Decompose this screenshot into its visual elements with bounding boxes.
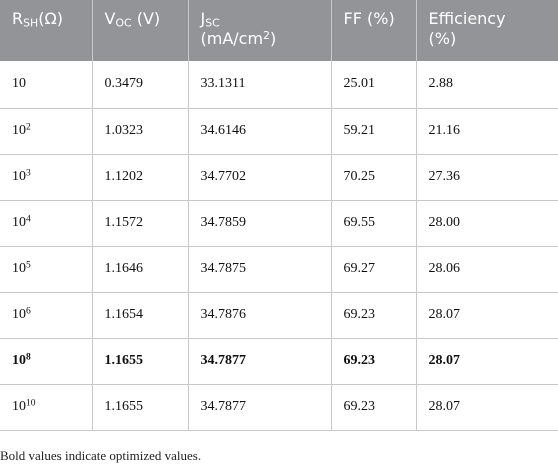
cell-efficiency: 28.07 xyxy=(416,292,558,339)
header-efficiency: Efficiency (%) xyxy=(416,0,558,61)
cell-efficiency: 27.36 xyxy=(416,154,558,201)
cell-ff: 69.27 xyxy=(331,246,417,293)
cell-rsh: 104 xyxy=(0,200,93,247)
cell-rsh: 105 xyxy=(0,246,93,293)
cell-jsc: 34.7877 xyxy=(188,384,332,431)
cell-jsc: 34.7876 xyxy=(188,292,332,339)
cell-voc: 1.1572 xyxy=(92,200,189,247)
cell-voc: 1.1655 xyxy=(92,384,189,431)
cell-rsh: 10 xyxy=(0,61,93,109)
cell-jsc: 34.7702 xyxy=(188,154,332,201)
header-row: RSH(Ω) VOC (V) JSC (mA/cm2) FF (%) Effici… xyxy=(0,0,558,61)
cell-voc: 1.1654 xyxy=(92,292,189,339)
table-row-optimized: 108 1.1655 34.7877 69.23 28.07 xyxy=(0,338,558,385)
cell-efficiency: 2.88 xyxy=(416,61,558,109)
cell-jsc: 34.6146 xyxy=(188,108,332,155)
cell-voc: 1.0323 xyxy=(92,108,189,155)
cell-rsh: 108 xyxy=(0,338,93,385)
cell-ff: 69.23 xyxy=(331,338,417,385)
table-row: 1010 1.1655 34.7877 69.23 28.07 xyxy=(0,384,558,431)
cell-jsc: 33.1311 xyxy=(188,61,332,109)
cell-voc: 0.3479 xyxy=(92,61,189,109)
cell-efficiency: 28.07 xyxy=(416,384,558,431)
cell-ff: 69.23 xyxy=(331,384,417,431)
cell-voc: 1.1646 xyxy=(92,246,189,293)
header-ff: FF (%) xyxy=(331,0,417,61)
table-row: 106 1.1654 34.7876 69.23 28.07 xyxy=(0,292,558,339)
table-row: 102 1.0323 34.6146 59.21 21.16 xyxy=(0,108,558,155)
cell-ff: 25.01 xyxy=(331,61,417,109)
cell-efficiency: 28.00 xyxy=(416,200,558,247)
cell-rsh: 1010 xyxy=(0,384,93,431)
header-jsc: JSC (mA/cm2) xyxy=(188,0,332,61)
cell-voc: 1.1202 xyxy=(92,154,189,201)
cell-rsh: 103 xyxy=(0,154,93,201)
cell-ff: 59.21 xyxy=(331,108,417,155)
cell-ff: 69.23 xyxy=(331,292,417,339)
cell-efficiency: 21.16 xyxy=(416,108,558,155)
cell-jsc: 34.7877 xyxy=(188,338,332,385)
cell-jsc: 34.7875 xyxy=(188,246,332,293)
cell-rsh: 106 xyxy=(0,292,93,339)
cell-efficiency: 28.06 xyxy=(416,246,558,293)
cell-jsc: 34.7859 xyxy=(188,200,332,247)
table-row: 10 0.3479 33.1311 25.01 2.88 xyxy=(0,61,558,109)
cell-efficiency: 28.07 xyxy=(416,338,558,385)
table-row: 103 1.1202 34.7702 70.25 27.36 xyxy=(0,154,558,201)
cell-ff: 70.25 xyxy=(331,154,417,201)
header-voc: VOC (V) xyxy=(92,0,189,61)
table-row: 104 1.1572 34.7859 69.55 28.00 xyxy=(0,200,558,247)
results-table: RSH(Ω) VOC (V) JSC (mA/cm2) FF (%) Effici… xyxy=(0,0,558,431)
cell-ff: 69.55 xyxy=(331,200,417,247)
table-row: 105 1.1646 34.7875 69.27 28.06 xyxy=(0,246,558,293)
header-rsh: RSH(Ω) xyxy=(0,0,93,61)
table-container: RSH(Ω) VOC (V) JSC (mA/cm2) FF (%) Effici… xyxy=(0,0,558,431)
table-footnote: Bold values indicate optimized values. xyxy=(0,448,202,463)
cell-voc: 1.1655 xyxy=(92,338,189,385)
cell-rsh: 102 xyxy=(0,108,93,155)
